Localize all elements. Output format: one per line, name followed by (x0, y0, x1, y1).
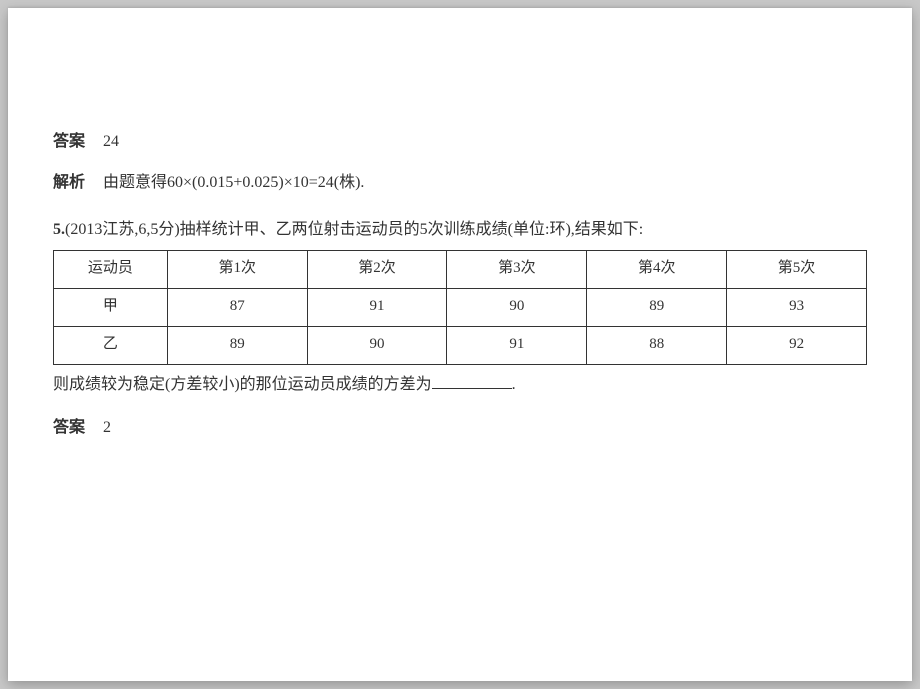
question-5-stem: 5.(2013江苏,6,5分)抽样统计甲、乙两位射击运动员的5次训练成绩(单位:… (53, 216, 867, 243)
followup-prefix: 则成绩较为稳定(方差较小)的那位运动员成绩的方差为 (53, 376, 432, 393)
question-text: 抽样统计甲、乙两位射击运动员的5次训练成绩(单位:环),结果如下: (180, 221, 644, 238)
header-trial-5: 第5次 (727, 250, 867, 288)
table-row: 甲 87 91 90 89 93 (54, 288, 867, 326)
row-label-jia: 甲 (54, 288, 168, 326)
header-trial-3: 第3次 (447, 250, 587, 288)
cell-value: 87 (167, 288, 307, 326)
header-athlete: 运动员 (54, 250, 168, 288)
header-trial-2: 第2次 (307, 250, 447, 288)
answer-1-block: 答案 24 (53, 128, 867, 155)
analysis-label: 解析 (53, 174, 85, 191)
cell-value: 90 (307, 326, 447, 364)
cell-value: 93 (727, 288, 867, 326)
cell-value: 92 (727, 326, 867, 364)
table-header-row: 运动员 第1次 第2次 第3次 第4次 第5次 (54, 250, 867, 288)
fill-blank (432, 373, 512, 389)
answer-value: 2 (103, 419, 111, 436)
answer-label: 答案 (53, 133, 85, 150)
scores-table: 运动员 第1次 第2次 第3次 第4次 第5次 甲 87 91 90 89 93… (53, 250, 867, 365)
cell-value: 90 (447, 288, 587, 326)
cell-value: 88 (587, 326, 727, 364)
followup-suffix: . (512, 376, 516, 393)
answer-label: 答案 (53, 419, 85, 436)
question-followup: 则成绩较为稳定(方差较小)的那位运动员成绩的方差为. (53, 371, 867, 398)
table-row: 乙 89 90 91 88 92 (54, 326, 867, 364)
cell-value: 89 (587, 288, 727, 326)
header-trial-4: 第4次 (587, 250, 727, 288)
analysis-block: 解析 由题意得60×(0.015+0.025)×10=24(株). (53, 169, 867, 196)
row-label-yi: 乙 (54, 326, 168, 364)
answer-value: 24 (103, 133, 119, 150)
cell-value: 89 (167, 326, 307, 364)
cell-value: 91 (447, 326, 587, 364)
answer-2-block: 答案 2 (53, 414, 867, 441)
page-slide: 答案 24 解析 由题意得60×(0.015+0.025)×10=24(株). … (8, 8, 912, 681)
cell-value: 91 (307, 288, 447, 326)
header-trial-1: 第1次 (167, 250, 307, 288)
question-source: (2013江苏,6,5分) (65, 221, 180, 238)
analysis-text: 由题意得60×(0.015+0.025)×10=24(株). (103, 174, 364, 191)
question-number: 5. (53, 221, 65, 238)
content-area: 答案 24 解析 由题意得60×(0.015+0.025)×10=24(株). … (53, 128, 867, 441)
